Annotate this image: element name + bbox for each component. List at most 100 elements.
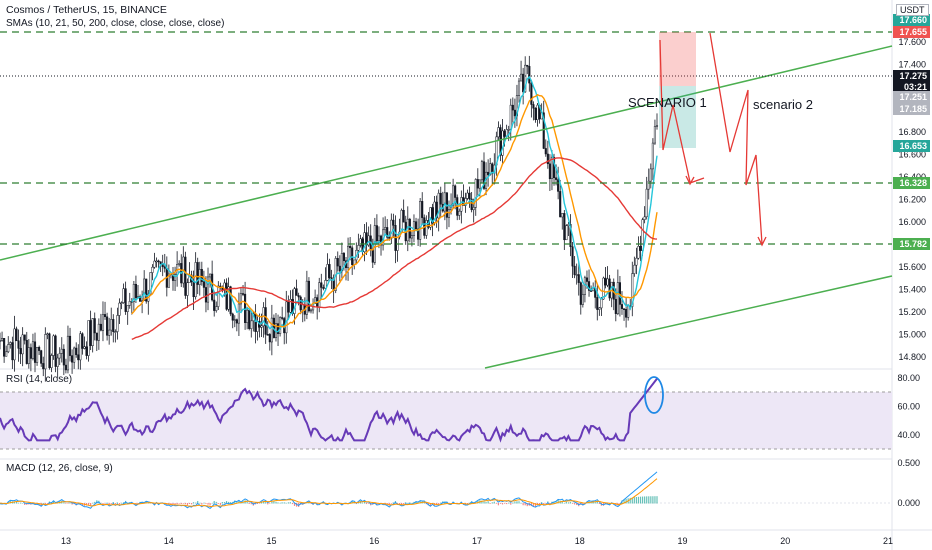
price-badge-bg — [893, 177, 930, 189]
macd-bar — [506, 503, 508, 505]
macd-bar — [524, 503, 526, 506]
macd-bar — [92, 502, 94, 504]
macd-bar — [277, 502, 279, 504]
macd-bar — [637, 496, 640, 504]
scenario-1-arrowhead — [685, 175, 695, 186]
macd-bar — [398, 503, 401, 504]
candle-body — [454, 185, 457, 198]
candle-body — [297, 295, 300, 298]
sma-indicator-label[interactable]: SMAs (10, 21, 50, 200, close, close, clo… — [6, 18, 225, 29]
position-stop-zone[interactable] — [659, 32, 696, 86]
macd-bar — [9, 500, 11, 504]
macd-bar — [405, 502, 407, 504]
candle-body — [122, 288, 125, 303]
price-badge-bg — [893, 70, 930, 82]
macd-bar — [94, 501, 96, 504]
candle-body — [64, 364, 67, 371]
macd-bar — [114, 503, 116, 505]
candle-body — [637, 246, 640, 259]
macd-bar — [108, 503, 110, 505]
candle-body — [478, 179, 481, 189]
macd-axis-ticks: 0.500 0.000 — [897, 458, 920, 508]
scenario-1-tail — [689, 177, 705, 184]
candle-body — [204, 287, 208, 303]
macd-bar — [217, 503, 219, 504]
macd-bar — [207, 503, 209, 505]
macd-label[interactable]: MACD (12, 26, close, 9) — [6, 463, 113, 474]
macd-bar — [186, 503, 189, 506]
candle-body — [645, 188, 648, 218]
macd-bar — [201, 503, 203, 505]
candle-body — [548, 163, 551, 179]
candle-body — [552, 157, 556, 179]
macd-histogram — [0, 496, 658, 507]
macd-bar — [192, 502, 195, 504]
macd-bar — [376, 503, 378, 506]
macd-bar — [576, 503, 578, 506]
channel-lower-line[interactable] — [484, 275, 893, 369]
macd-bar — [489, 503, 491, 504]
macd-bar — [71, 503, 73, 505]
scenario-1-path[interactable] — [659, 39, 691, 183]
candle-body — [5, 351, 8, 357]
macd-bar — [654, 496, 656, 504]
candle-body — [260, 325, 263, 328]
macd-bar — [197, 500, 199, 504]
price-badge-bg — [893, 81, 930, 93]
channel-upper-line[interactable] — [0, 45, 893, 261]
candle-body — [559, 191, 562, 218]
macd-bar — [271, 501, 273, 504]
candle-body — [534, 107, 537, 120]
macd-signal-line — [0, 478, 658, 507]
macd-bar — [100, 502, 102, 504]
scenario-2-path[interactable] — [709, 32, 763, 245]
macd-bar — [487, 501, 489, 504]
candle-body — [653, 126, 656, 144]
macd-bar — [582, 503, 584, 506]
candle-body — [386, 227, 389, 238]
candle-body — [379, 235, 383, 246]
time-tick: 18 — [575, 536, 585, 546]
candle-body — [587, 281, 591, 291]
macd-bar — [532, 503, 535, 507]
price-tick: 15.200 — [898, 307, 926, 317]
macd-bar — [631, 497, 633, 504]
candle-body — [27, 347, 30, 364]
candle-body — [143, 278, 146, 301]
macd-bar — [598, 503, 600, 505]
candle-body — [419, 201, 422, 240]
macd-bar — [44, 503, 46, 505]
macd-bar — [650, 496, 652, 504]
macd-bar — [256, 503, 259, 504]
candle-body — [134, 283, 137, 298]
candle-body — [421, 201, 424, 218]
candle-body — [235, 319, 238, 324]
macd-bar — [13, 501, 16, 504]
candle-body — [287, 301, 290, 313]
candle-body — [93, 318, 96, 334]
symbol-title[interactable]: Cosmos / TetherUS, 15, BINANCE — [6, 4, 167, 16]
candle-body — [209, 273, 212, 278]
macd-bar — [501, 503, 504, 505]
scenario-2-label[interactable]: scenario 2 — [753, 97, 813, 112]
price-tick: 16.800 — [898, 127, 926, 137]
price-badge-bg — [893, 103, 930, 115]
candle-body — [99, 323, 102, 331]
currency-label[interactable]: USDT — [896, 4, 929, 16]
rsi-highlight-circle[interactable] — [644, 376, 664, 414]
candle-body — [447, 209, 451, 218]
macd-bar — [112, 502, 114, 504]
candle-body — [602, 277, 605, 300]
candle-body — [402, 209, 405, 223]
rsi-axis-ticks: 80.00 60.00 40.00 — [897, 373, 920, 440]
rsi-label[interactable]: RSI (14, close) — [6, 374, 73, 385]
macd-bar — [289, 502, 291, 504]
macd-bar — [291, 503, 294, 505]
candle-body — [513, 109, 516, 117]
candle-body — [206, 276, 210, 303]
candle-body — [295, 288, 298, 296]
scenario-1-label[interactable]: SCENARIO 1 — [628, 95, 707, 110]
candle-body — [38, 346, 41, 351]
